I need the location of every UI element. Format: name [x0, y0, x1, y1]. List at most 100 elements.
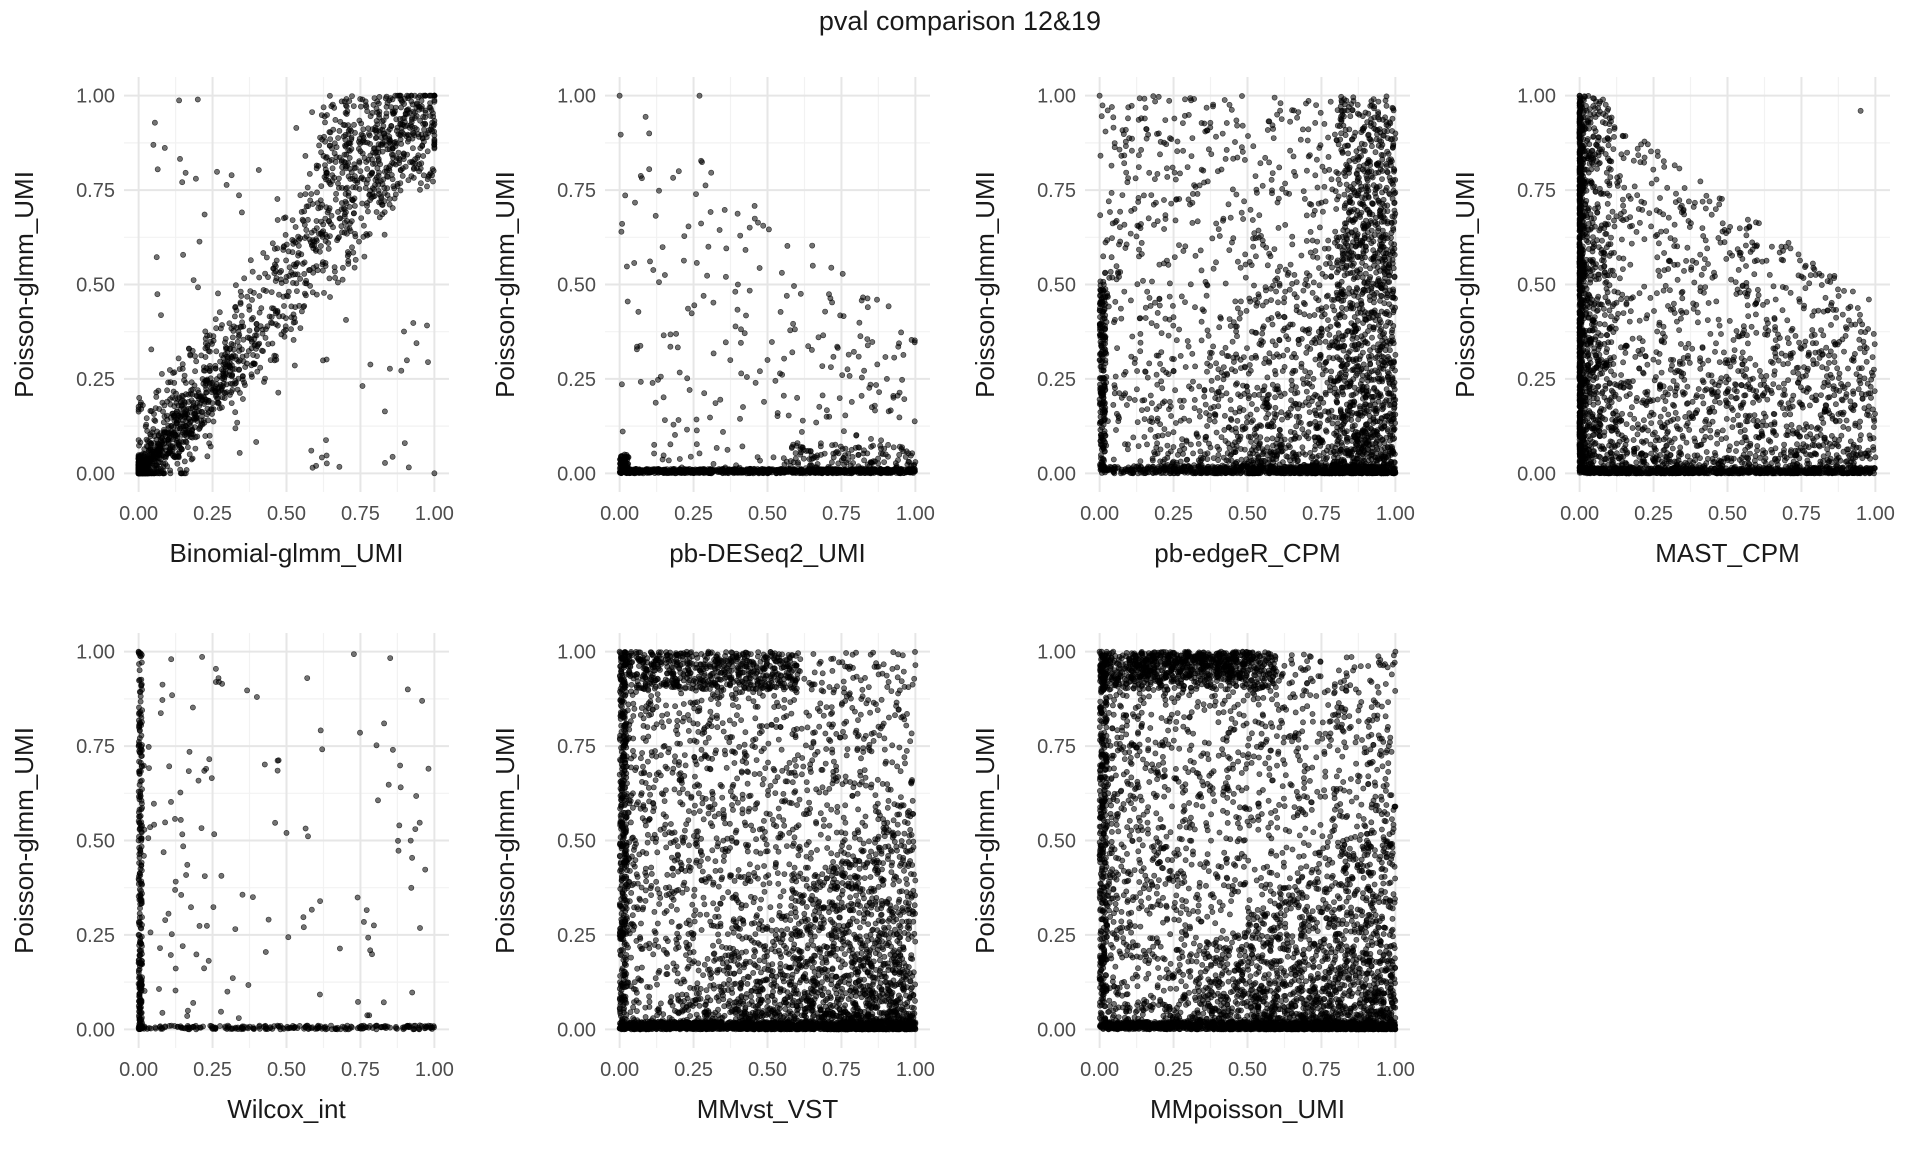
data-point	[781, 355, 787, 362]
data-point	[176, 97, 182, 104]
data-point	[1288, 397, 1294, 404]
data-point	[154, 291, 161, 298]
data-point	[317, 243, 324, 249]
data-point	[361, 253, 368, 260]
data-point	[1352, 129, 1359, 136]
data-point	[309, 201, 316, 207]
data-point	[618, 457, 625, 464]
data-point	[351, 161, 358, 168]
data-point	[870, 442, 876, 449]
data-point	[269, 305, 275, 311]
data-point	[885, 408, 892, 415]
data-point	[625, 461, 632, 467]
x-axis-title: pb-edgeR_CPM	[1154, 538, 1340, 568]
data-point	[363, 104, 370, 110]
data-point	[359, 383, 366, 389]
data-point	[293, 288, 300, 294]
data-point	[147, 431, 154, 438]
data-point	[1325, 317, 1331, 323]
data-point	[911, 418, 918, 425]
data-point	[1195, 440, 1202, 447]
data-point	[283, 273, 290, 280]
data-point	[364, 202, 370, 209]
data-point	[389, 453, 396, 460]
data-point	[313, 162, 320, 169]
data-point	[327, 294, 333, 300]
data-point	[809, 242, 816, 249]
data-point	[318, 218, 324, 225]
data-point	[744, 374, 750, 380]
data-point	[1262, 284, 1269, 291]
data-point	[358, 175, 365, 182]
data-point	[743, 312, 749, 319]
data-point	[161, 431, 167, 438]
data-point	[855, 444, 862, 451]
data-point	[698, 157, 704, 164]
x-axis-title: pb-DESeq2_UMI	[669, 538, 866, 568]
points-layer	[135, 92, 438, 477]
data-point	[158, 312, 164, 318]
data-point	[421, 126, 427, 133]
data-point	[136, 442, 142, 449]
data-point	[723, 273, 729, 280]
data-point	[238, 209, 245, 216]
data-point	[1370, 314, 1376, 321]
data-point	[348, 127, 354, 134]
data-point	[723, 245, 730, 252]
data-point	[734, 210, 741, 217]
data-point	[301, 259, 308, 266]
data-point	[399, 172, 406, 179]
data-point	[364, 208, 371, 215]
data-point	[1303, 388, 1310, 395]
data-point	[194, 96, 201, 103]
data-point	[840, 454, 847, 461]
data-point	[625, 468, 631, 475]
data-point	[1224, 450, 1231, 457]
data-point	[181, 372, 188, 379]
data-point	[188, 456, 195, 463]
data-point	[336, 463, 343, 470]
data-point	[770, 454, 777, 461]
data-point	[210, 418, 217, 425]
data-point	[405, 93, 412, 99]
data-point	[1324, 379, 1331, 386]
data-point	[351, 264, 358, 271]
data-point	[261, 378, 267, 385]
data-point	[864, 295, 871, 302]
data-point	[167, 470, 174, 477]
data-point	[754, 454, 761, 460]
data-point	[308, 447, 315, 454]
data-point	[325, 207, 332, 214]
data-point	[146, 469, 153, 476]
data-point	[210, 406, 217, 412]
data-point	[201, 401, 207, 407]
data-point	[1329, 420, 1336, 427]
data-point	[1391, 199, 1398, 206]
data-point	[417, 180, 424, 187]
y-tick-label: 0.50	[76, 275, 115, 297]
x-tick-label: 0.25	[1154, 503, 1193, 525]
data-point	[1274, 268, 1281, 275]
data-point	[238, 312, 245, 319]
data-point	[1354, 110, 1361, 117]
data-point	[1141, 434, 1148, 440]
data-point	[331, 268, 338, 275]
data-point	[352, 177, 358, 184]
data-point	[829, 299, 835, 306]
data-point	[1279, 416, 1285, 423]
data-point	[222, 339, 228, 346]
scatter-panel-3: 0.00 0.25 0.50 0.75 1.000.000.250.500.751.00…	[970, 77, 1415, 568]
figure-title: pval comparison 12&19	[0, 6, 1920, 37]
data-point	[1350, 391, 1357, 398]
data-point	[272, 321, 279, 327]
data-point	[835, 460, 842, 467]
data-point	[240, 336, 247, 343]
data-point	[179, 361, 186, 368]
data-point	[619, 428, 626, 435]
data-point	[344, 108, 351, 115]
data-point	[772, 377, 779, 384]
data-point	[290, 336, 297, 343]
y-tick-label: 1.00	[76, 86, 115, 108]
data-point	[675, 168, 682, 175]
